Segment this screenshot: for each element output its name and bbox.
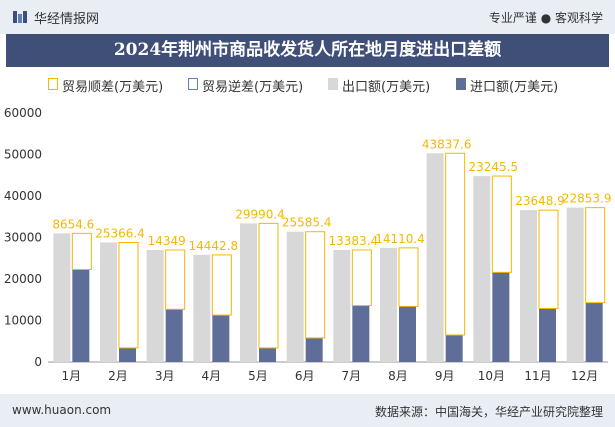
x-tick-label: 10月 (478, 369, 505, 383)
surplus-value-label: 25585.4 (282, 216, 332, 230)
surplus-value-label: 14110.4 (375, 232, 425, 246)
legend-label-surplus: 贸易顺差(万美元) (62, 80, 164, 95)
legend-label-import: 进口额(万美元) (470, 80, 559, 95)
legend-swatch-surplus (48, 78, 58, 90)
legend-label-deficit: 贸易逆差(万美元) (202, 80, 304, 95)
surplus-bracket (351, 249, 372, 307)
surplus-bracket (165, 249, 186, 310)
export-bar (520, 210, 537, 362)
surplus-value-label: 29990.4 (235, 207, 285, 221)
legend-label-export: 出口额(万美元) (342, 80, 431, 95)
surplus-bracket (445, 152, 466, 336)
surplus-bracket (398, 247, 419, 307)
export-bar (566, 207, 584, 362)
surplus-bracket (538, 209, 559, 309)
legend-swatch-import (456, 78, 466, 90)
import-bar (445, 335, 463, 362)
surplus-bracket (491, 175, 512, 273)
export-bar (286, 231, 304, 362)
import-bar (539, 308, 556, 362)
import-bar (352, 305, 370, 362)
import-bar (305, 337, 323, 362)
x-tick-label: 3月 (155, 369, 175, 383)
x-tick-label: 8月 (388, 369, 408, 383)
export-bar (100, 242, 117, 362)
x-tick-label: 5月 (248, 369, 268, 383)
surplus-value-label: 23648.9 (515, 194, 565, 208)
chart-legend: 贸易顺差(万美元) 贸易逆差(万美元) 出口额(万美元) 进口额(万美元) (0, 72, 615, 95)
export-bar (53, 233, 71, 362)
import-bar (212, 315, 230, 362)
surplus-value-label: 25366.4 (95, 226, 145, 240)
surplus-bracket (211, 254, 232, 316)
export-bar (473, 176, 491, 362)
surplus-value-label: 13383.4 (329, 234, 379, 248)
y-tick-label: 50000 (4, 148, 42, 162)
import-bar (259, 347, 276, 362)
surplus-bracket (585, 207, 606, 304)
import-bar (492, 272, 510, 362)
surplus-value-label: 23245.5 (469, 160, 519, 174)
import-bar (399, 306, 416, 362)
y-tick-label: 30000 (4, 231, 42, 245)
header-bar: 华经情报网 专业严谨 ● 客观科学 (0, 0, 615, 34)
export-bar (193, 254, 211, 362)
x-tick-label: 2月 (108, 369, 128, 383)
surplus-value-label: 8654.6 (52, 217, 94, 231)
title-bar: 2024年荆州市商品收发货人所在地月度进出口差额 (6, 34, 609, 67)
y-tick-label: 60000 (4, 106, 42, 120)
x-tick-label: 7月 (342, 369, 362, 383)
chart-title: 2024年荆州市商品收发货人所在地月度进出口差额 (113, 40, 502, 60)
footer-bar: www.huaon.com 数据来源：中国海关，华经产业研究院整理 (0, 394, 615, 427)
legend-swatch-export (328, 78, 338, 90)
footer-url[interactable]: www.huaon.com (12, 403, 112, 417)
import-bar (119, 347, 136, 362)
x-tick-label: 4月 (202, 369, 222, 383)
legend-swatch-deficit (188, 78, 198, 90)
x-tick-label: 12月 (571, 369, 598, 383)
import-bar (72, 269, 90, 362)
surplus-value-label: 14349 (148, 234, 186, 248)
surplus-bracket (118, 241, 139, 349)
export-bar (426, 153, 444, 362)
x-tick-label: 11月 (524, 369, 551, 383)
data-source: 数据来源：中国海关，华经产业研究院整理 (374, 405, 603, 419)
surplus-value-label: 14442.8 (189, 239, 239, 253)
export-bar (380, 247, 397, 362)
y-tick-label: 0 (34, 355, 42, 369)
x-tick-label: 6月 (295, 369, 315, 383)
y-tick-label: 10000 (4, 314, 42, 328)
surplus-value-label: 43837.6 (422, 137, 472, 151)
export-bar (240, 223, 257, 362)
y-tick-label: 40000 (4, 189, 42, 203)
chart-plot: 0 10000 20000 30000 40000 50000 60000 8654.6 1月 2… (4, 106, 612, 383)
surplus-value-label: 22853.9 (562, 192, 612, 206)
y-tick-label: 20000 (4, 272, 42, 286)
export-bar (333, 249, 351, 362)
import-bar (585, 302, 603, 362)
surplus-bracket (305, 231, 326, 339)
brand-logo-icon (13, 11, 27, 23)
surplus-bracket (258, 222, 279, 349)
import-bar (165, 309, 183, 362)
x-tick-label: 9月 (435, 369, 455, 383)
slogan: 专业严谨 ● 客观科学 (488, 11, 603, 25)
export-bar (146, 249, 164, 362)
x-tick-label: 1月 (62, 369, 82, 383)
surplus-bracket (71, 232, 92, 270)
brand-name: 华经情报网 (34, 12, 100, 27)
